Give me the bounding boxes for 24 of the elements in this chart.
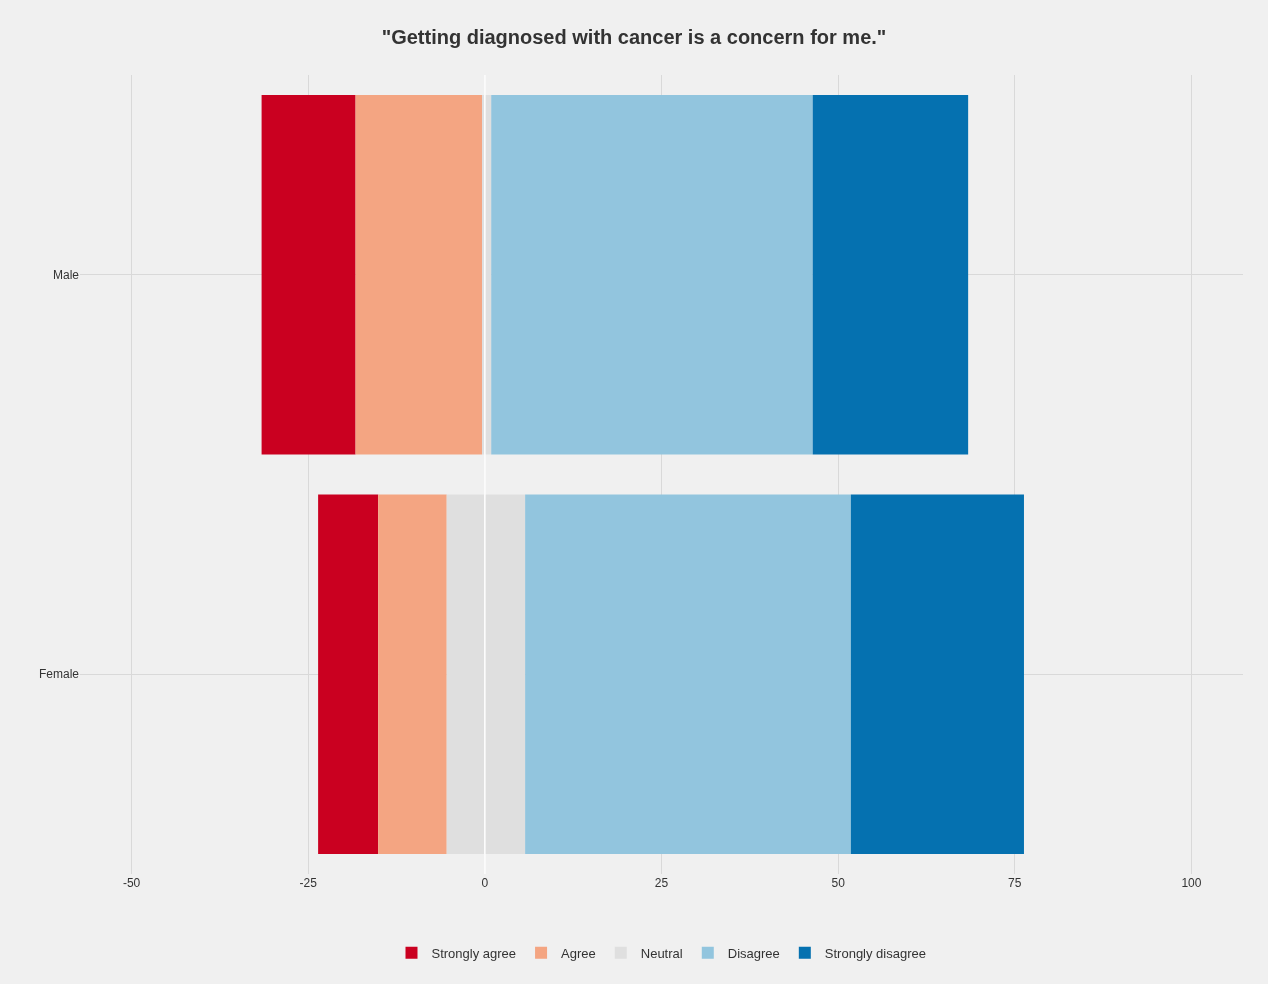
legend-label: Agree xyxy=(561,945,596,961)
x-tick-label: 75 xyxy=(1008,876,1022,890)
x-tick-label: -50 xyxy=(122,876,141,890)
bar xyxy=(446,494,526,855)
bar xyxy=(491,94,813,455)
chart-title: "Getting diagnosed with cancer is a concern for me." xyxy=(381,25,887,48)
legend-label: Strongly disagree xyxy=(824,945,926,961)
x-tick-label: 50 xyxy=(831,876,846,890)
legend-label: Disagree xyxy=(727,945,780,961)
y-tick-label: Female xyxy=(38,667,80,682)
bar xyxy=(355,94,483,455)
x-tick-label: 25 xyxy=(654,876,669,890)
bar xyxy=(850,494,1024,855)
bar xyxy=(261,94,356,455)
legend-label: Neutral xyxy=(640,945,683,961)
bar xyxy=(812,94,969,455)
y-tick-label: Male xyxy=(52,267,80,282)
legend-label: Strongly agree xyxy=(431,945,517,961)
bar xyxy=(378,494,447,855)
x-tick-label: 100 xyxy=(1181,876,1202,890)
x-tick-label: 0 xyxy=(481,876,489,890)
x-tick-label: -25 xyxy=(299,876,318,890)
bar xyxy=(525,494,851,855)
bar xyxy=(318,494,379,855)
